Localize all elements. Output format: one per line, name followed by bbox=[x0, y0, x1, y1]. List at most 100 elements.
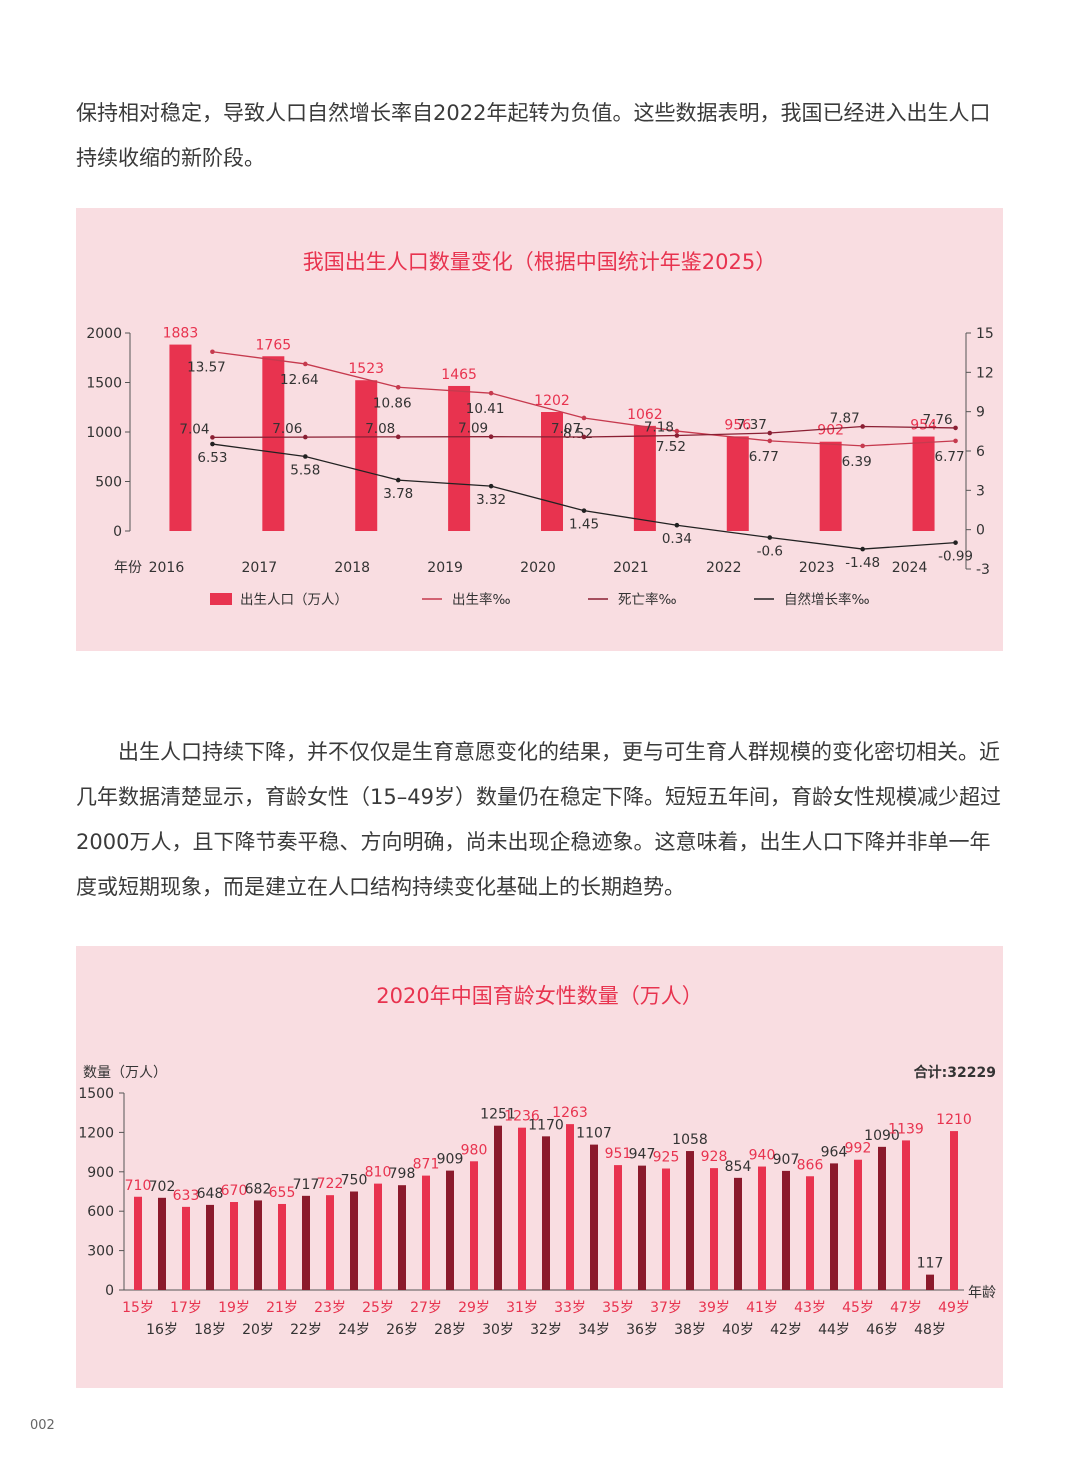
age-bar bbox=[614, 1165, 622, 1290]
growth-rate-point bbox=[674, 522, 680, 528]
legend-label: 出生率‰ bbox=[452, 591, 511, 608]
age-bar-label: 810 bbox=[365, 1165, 392, 1181]
age-tick-label: 23岁 bbox=[314, 1300, 346, 1316]
death-rate-point bbox=[860, 424, 865, 429]
age-tick-label: 43岁 bbox=[794, 1300, 826, 1316]
age-tick-label: 48岁 bbox=[914, 1322, 946, 1338]
birth-chart-panel: 我国出生人口数量变化（根据中国统计年鉴2025） 2000 1500 1000 500… bbox=[76, 208, 1003, 651]
birth-rate-label: 10.41 bbox=[466, 401, 505, 417]
age-bar bbox=[350, 1191, 358, 1290]
age-bar-label: 1058 bbox=[672, 1132, 708, 1148]
age-tick-label: 37岁 bbox=[650, 1300, 682, 1316]
birth-bar bbox=[912, 436, 935, 531]
birth-bar bbox=[262, 356, 285, 531]
growth-rate-point bbox=[303, 454, 308, 459]
growth-rate-label: 1.45 bbox=[569, 517, 599, 533]
birth-chart: 2000 1500 1000 500 0 15 12 9 6 3 0 -3 1883 1765 1523 14… bbox=[86, 326, 994, 608]
birth-rate-point bbox=[395, 384, 401, 390]
left-tick-label: 0 bbox=[113, 524, 122, 540]
year-tick-label: 2017 bbox=[242, 560, 278, 576]
age-tick-label: 36岁 bbox=[626, 1322, 658, 1338]
age-bar bbox=[230, 1202, 238, 1290]
growth-rate-label: -1.48 bbox=[845, 555, 880, 571]
right-tick-label: -3 bbox=[976, 562, 990, 578]
age-bar bbox=[206, 1204, 214, 1290]
age-bar-label: 702 bbox=[149, 1179, 176, 1195]
age-bar bbox=[854, 1159, 862, 1290]
legend-label: 出生人口（万人） bbox=[240, 592, 348, 608]
age-tick-label: 21岁 bbox=[266, 1300, 298, 1316]
age-bar bbox=[638, 1165, 646, 1290]
death-rate-label: 7.09 bbox=[458, 421, 488, 437]
age-bar bbox=[302, 1195, 310, 1290]
death-rate-point bbox=[674, 433, 680, 438]
death-rate-label: 7.04 bbox=[179, 421, 209, 437]
right-tick-label: 0 bbox=[976, 523, 985, 539]
age-tick-label: 46岁 bbox=[866, 1322, 898, 1338]
birth-rate-label: 6.77 bbox=[749, 449, 779, 465]
birth-bar-label: 1883 bbox=[163, 326, 199, 342]
age-bar bbox=[590, 1144, 598, 1290]
x-axis-label: 年份 bbox=[114, 560, 142, 576]
growth-rate-label: 0.34 bbox=[662, 531, 692, 547]
birth-bar-label: 1465 bbox=[441, 367, 477, 383]
age-bar-label: 722 bbox=[317, 1176, 344, 1192]
age-tick-label: 15岁 bbox=[122, 1300, 154, 1316]
right-tick-label: 12 bbox=[976, 365, 994, 381]
birth-rate-label: 13.57 bbox=[187, 360, 226, 376]
year-tick-label: 2020 bbox=[520, 560, 556, 576]
year-tick-label: 2021 bbox=[613, 560, 649, 576]
age-bar-label: 947 bbox=[629, 1147, 656, 1163]
birth-rate-point bbox=[767, 438, 773, 444]
age-tick-label: 39岁 bbox=[698, 1300, 730, 1316]
age-tick-label: 16岁 bbox=[146, 1322, 178, 1338]
right-tick-label: 3 bbox=[976, 483, 985, 499]
legend-swatch-bar bbox=[210, 593, 232, 605]
birth-bar-label: 956 bbox=[724, 417, 751, 433]
age-tick-label: 38岁 bbox=[674, 1322, 706, 1338]
intro-paragraph: 保持相对稳定，导致人口自然增长率自2022年起转为负值。这些数据表明，我国已经进… bbox=[76, 101, 991, 170]
age-bar-label: 909 bbox=[437, 1152, 464, 1168]
growth-rate-label: -0.99 bbox=[938, 549, 973, 565]
age-bar-label: 750 bbox=[341, 1173, 368, 1189]
age-bar-label: 655 bbox=[269, 1185, 296, 1201]
birth-rate-label: 6.77 bbox=[935, 449, 965, 465]
age-bar bbox=[710, 1168, 718, 1290]
age-bar-label: 648 bbox=[197, 1186, 224, 1202]
birth-rate-label: 7.52 bbox=[656, 439, 686, 455]
birth-bar-label: 1202 bbox=[534, 393, 570, 409]
growth-rate-point bbox=[953, 540, 958, 545]
women-chart-title: 2020年中国育龄女性数量（万人） bbox=[376, 984, 703, 1008]
growth-rate-label: 5.58 bbox=[290, 463, 320, 479]
age-bar-label: 117 bbox=[917, 1256, 944, 1272]
age-bar bbox=[254, 1200, 262, 1290]
right-tick-label: 15 bbox=[976, 326, 994, 342]
death-rate-point bbox=[395, 434, 401, 440]
death-rate-point bbox=[303, 434, 308, 440]
legend-label: 死亡率‰ bbox=[618, 591, 677, 608]
age-bar bbox=[542, 1136, 550, 1290]
y-tick-label: 1200 bbox=[78, 1125, 114, 1141]
age-bar bbox=[566, 1124, 574, 1290]
death-rate-label: 7.76 bbox=[923, 412, 953, 428]
age-bar bbox=[134, 1196, 142, 1290]
age-bar-label: 717 bbox=[293, 1177, 320, 1193]
y-tick-label: 900 bbox=[87, 1165, 114, 1181]
age-bar-label: 633 bbox=[173, 1188, 200, 1204]
age-tick-label: 45岁 bbox=[842, 1300, 874, 1316]
death-rate-label: 7.18 bbox=[644, 420, 674, 436]
year-tick-label: 2016 bbox=[149, 560, 185, 576]
left-tick-label: 2000 bbox=[86, 326, 122, 342]
age-tick-label: 20岁 bbox=[242, 1322, 274, 1338]
birth-bar bbox=[819, 441, 842, 531]
age-bar bbox=[518, 1127, 526, 1290]
age-bar bbox=[662, 1168, 670, 1290]
y-tick-label: 300 bbox=[87, 1244, 114, 1260]
birth-rate-point bbox=[860, 443, 865, 449]
age-bar-label: 682 bbox=[245, 1181, 272, 1197]
age-bar-label: 1251 bbox=[480, 1107, 516, 1123]
death-rate-label: 7.37 bbox=[737, 417, 767, 433]
death-rate-label: 7.07 bbox=[551, 421, 581, 437]
age-bar bbox=[758, 1166, 766, 1290]
birth-chart-title: 我国出生人口数量变化（根据中国统计年鉴2025） bbox=[302, 250, 777, 274]
